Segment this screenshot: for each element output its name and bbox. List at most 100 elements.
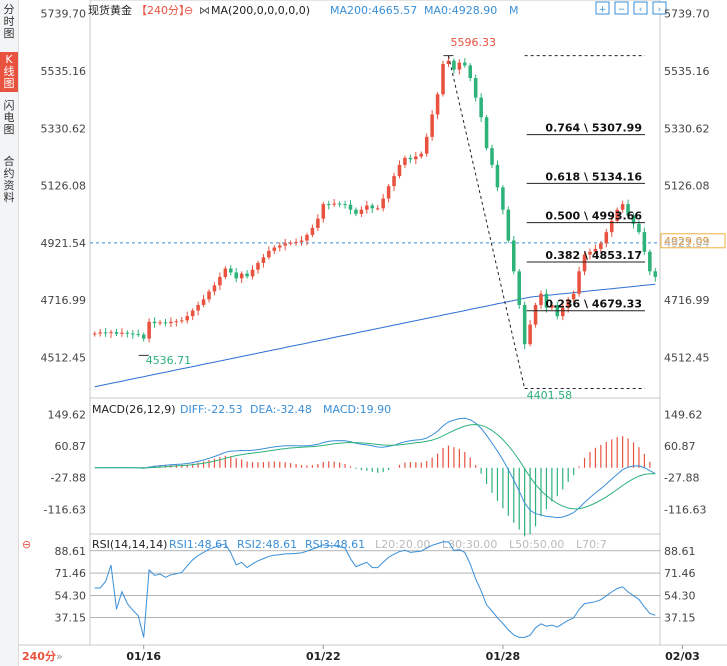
current-price-label: 4929.09 xyxy=(664,235,710,248)
rsi-y-tick-left: 54.30 xyxy=(55,589,87,602)
macd-y-tick-right: 149.62 xyxy=(664,408,703,421)
candle-body xyxy=(158,322,162,324)
candle-body xyxy=(473,78,478,98)
candle-body xyxy=(539,293,543,305)
ma-settings-label: MA(200,0,0,0,0,0) xyxy=(211,4,310,17)
rsi-y-tick-right: 88.61 xyxy=(664,545,696,558)
fib-trend-line xyxy=(447,55,526,389)
candle-body xyxy=(419,153,424,157)
candle-body xyxy=(506,209,511,241)
candle-body xyxy=(277,245,282,248)
y-tick-right: 4716.99 xyxy=(664,294,710,307)
price-chart[interactable]: 现货黄金 【240分】⊖ ⋈ MA(200,0,0,0,0,0) MA200:4665.… xyxy=(18,0,727,666)
macd-y-tick-right: 60.87 xyxy=(664,440,696,453)
rsi-level-label: L50:50.00 xyxy=(509,538,564,551)
candle-body xyxy=(163,322,168,324)
candle-body xyxy=(337,203,342,205)
macd-y-tick-left: 60.87 xyxy=(55,440,87,453)
candle-body xyxy=(490,148,494,165)
candle-body xyxy=(495,164,500,188)
y-tick-right: 5126.08 xyxy=(664,180,710,193)
macd-y-tick-right: -27.88 xyxy=(664,472,699,485)
candle-body xyxy=(588,251,592,255)
candle-body xyxy=(397,164,402,177)
y-tick-left: 5126.08 xyxy=(41,180,87,193)
candle-body xyxy=(174,321,179,323)
candle-body xyxy=(326,204,331,206)
fib-level-label: 0.382 \ 4853.17 xyxy=(545,249,642,262)
macd-dea: DEA:-32.48 xyxy=(250,403,312,416)
candle-body xyxy=(441,64,445,95)
candle-body xyxy=(582,254,587,272)
macd-y-tick-left: 149.62 xyxy=(48,408,87,421)
zoom-in-icon-glyph: + xyxy=(599,5,607,15)
candle-body xyxy=(261,257,266,263)
candle-body xyxy=(354,209,358,214)
candle-body xyxy=(294,241,298,243)
zoom-out-icon[interactable] xyxy=(614,1,629,15)
candle-body xyxy=(560,307,565,317)
candle-body xyxy=(528,324,532,345)
x-tick-label: 02/03 xyxy=(665,650,700,663)
rsi1-value: RSI1:48.61 xyxy=(169,538,229,551)
candle-body xyxy=(299,240,304,242)
candle-body xyxy=(408,157,413,160)
candle-body xyxy=(375,208,380,210)
rsi-level-label: L30:30.00 xyxy=(442,538,497,551)
candle-body xyxy=(321,204,326,219)
rsi-y-tick-left: 71.46 xyxy=(55,567,87,580)
candle-body xyxy=(620,204,625,210)
candle-body xyxy=(517,271,521,305)
start-low-label: 4536.71 xyxy=(146,354,192,367)
candle-body xyxy=(316,218,320,228)
candle-body xyxy=(604,232,609,244)
move-left-icon[interactable] xyxy=(633,1,648,15)
candle-body xyxy=(201,299,206,305)
candle-body xyxy=(626,204,630,216)
candle-body xyxy=(92,333,97,335)
rsi-y-tick-right: 54.30 xyxy=(664,589,696,602)
candle-body xyxy=(348,204,353,210)
y-tick-left: 4716.99 xyxy=(41,294,87,307)
candle-body xyxy=(343,204,347,206)
y-tick-left: 4921.54 xyxy=(41,237,87,250)
candle-body xyxy=(544,293,549,308)
side-tab-2[interactable]: 闪电图 xyxy=(3,99,15,136)
candle-body xyxy=(479,97,483,118)
fib-level-label: 0.236 \ 4679.33 xyxy=(545,298,642,311)
rsi-line xyxy=(94,541,656,638)
candle-body xyxy=(577,271,581,294)
candle-body xyxy=(435,94,440,115)
rsi-level-label: L70:7 xyxy=(576,538,607,551)
interval-selector[interactable]: 240分» xyxy=(22,648,63,664)
period-label: 【240分】 xyxy=(136,4,190,17)
candle-body xyxy=(169,321,173,324)
candle-body xyxy=(648,251,652,272)
side-tab-3[interactable]: 合约资料 xyxy=(3,155,15,204)
candle-body xyxy=(403,157,407,165)
move-right-icon[interactable] xyxy=(652,1,667,15)
candle-body xyxy=(212,285,217,292)
candle-body xyxy=(593,248,598,252)
macd-y-tick-left: -116.63 xyxy=(44,503,86,516)
rsi2-value: RSI2:48.61 xyxy=(237,538,297,551)
move-left-icon-glyph: ‹ xyxy=(639,5,643,15)
settings-icon: ⊖ xyxy=(184,4,193,17)
candle-body xyxy=(267,250,271,258)
macd-diff-line xyxy=(94,417,656,519)
rsi-y-tick-left: 88.61 xyxy=(55,545,87,558)
candle-body xyxy=(218,276,222,286)
macd-y-tick-left: -27.88 xyxy=(51,472,86,485)
rsi-y-tick-right: 37.15 xyxy=(664,612,696,625)
y-tick-right: 4512.45 xyxy=(664,351,710,364)
side-tab-0[interactable]: 分时图 xyxy=(3,3,15,40)
candle-body xyxy=(207,291,211,300)
candle-body xyxy=(310,227,315,235)
candle-body xyxy=(522,304,527,345)
zoom-in-icon[interactable] xyxy=(595,1,610,15)
high-label: 5596.33 xyxy=(450,36,496,49)
candle-body xyxy=(256,262,260,270)
chevron-right-icon: » xyxy=(55,650,63,663)
candle-body xyxy=(98,332,102,334)
